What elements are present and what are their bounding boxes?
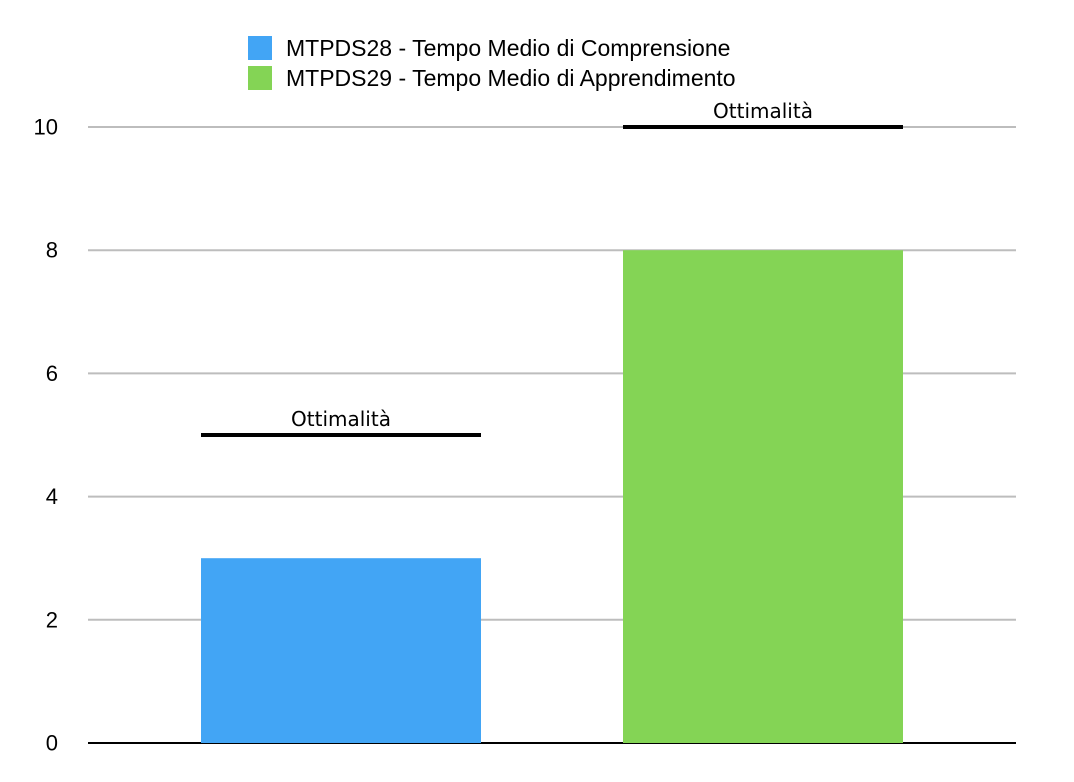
y-tick-label: 2 xyxy=(46,607,58,632)
y-tick-label: 0 xyxy=(46,731,58,756)
y-tick-label: 6 xyxy=(46,361,58,386)
legend-swatch-2 xyxy=(248,66,272,90)
y-tick-label: 8 xyxy=(46,238,58,263)
bars xyxy=(201,250,903,743)
chart-legend: MTPDS28 - Tempo Medio di Comprensione MTP… xyxy=(248,35,736,91)
reference-lines: Ottimalità Ottimalità xyxy=(201,99,903,437)
optimal-label-2: Ottimalità xyxy=(713,99,813,123)
legend-swatch-1 xyxy=(248,36,272,60)
y-tick-label: 4 xyxy=(46,484,58,509)
optimal-label-1: Ottimalità xyxy=(291,407,391,431)
y-tick-label: 10 xyxy=(34,115,58,140)
legend-label-2: MTPDS29 - Tempo Medio di Apprendimento xyxy=(286,65,736,91)
legend-label-1: MTPDS28 - Tempo Medio di Comprensione xyxy=(286,35,730,61)
bar-1 xyxy=(201,558,481,743)
bar-2 xyxy=(623,250,903,743)
